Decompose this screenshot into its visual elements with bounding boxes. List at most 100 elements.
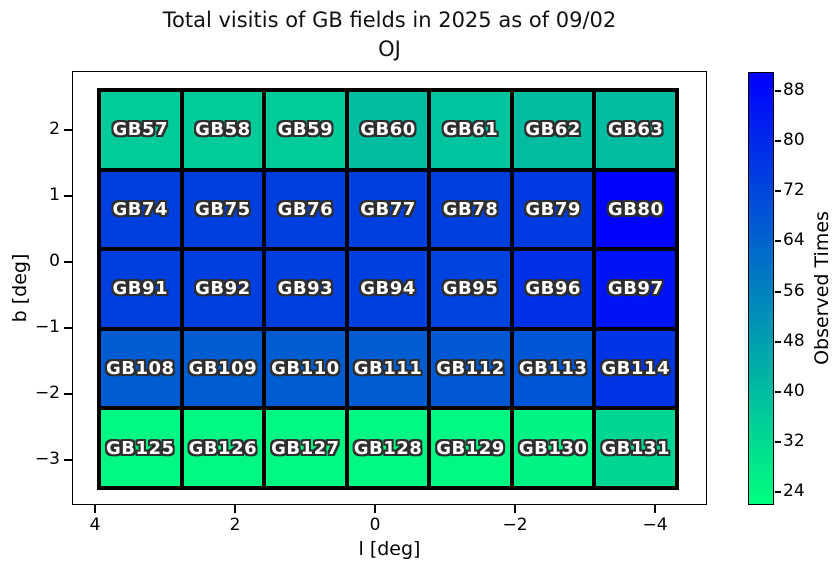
heatmap-cell-GB112: GB112 bbox=[429, 328, 512, 409]
colorbar-tick-label: 72 bbox=[783, 180, 805, 201]
heatmap-cell-label: GB74 bbox=[112, 198, 169, 220]
heatmap-cell-label: GB76 bbox=[277, 198, 334, 220]
colorbar-label: Observed Times bbox=[811, 211, 833, 365]
heatmap-cell-label: GB113 bbox=[518, 358, 588, 380]
x-tick-label: 2 bbox=[229, 515, 241, 535]
heatmap-cell-GB58: GB58 bbox=[181, 90, 265, 170]
colorbar-tick-mark bbox=[775, 391, 781, 394]
heatmap-cell-GB57: GB57 bbox=[99, 90, 182, 170]
colorbar-tick-mark bbox=[775, 140, 781, 143]
x-tick-label: −4 bbox=[642, 515, 668, 535]
chart-title-line1: Total visitis of GB fields in 2025 as of… bbox=[162, 8, 617, 32]
colorbar-tick-mark bbox=[775, 340, 781, 343]
y-tick-mark bbox=[64, 195, 72, 197]
heatmap-cell-GB63: GB63 bbox=[594, 90, 677, 170]
colorbar-tick-label: 24 bbox=[783, 481, 805, 502]
colorbar-tick-mark bbox=[775, 89, 781, 92]
heatmap-cell-label: GB129 bbox=[436, 437, 505, 459]
colorbar-tick-label: 64 bbox=[783, 230, 805, 251]
heatmap-cell-GB94: GB94 bbox=[346, 249, 430, 329]
heatmap-cell-label: GB93 bbox=[277, 278, 334, 300]
heatmap-cell-label: GB63 bbox=[607, 119, 664, 141]
heatmap-cell-label: GB95 bbox=[442, 278, 499, 300]
heatmap-cell-label: GB110 bbox=[271, 358, 340, 380]
heatmap-cell-GB95: GB95 bbox=[429, 249, 512, 329]
y-tick-mark bbox=[64, 459, 72, 461]
heatmap-cell-label: GB128 bbox=[353, 437, 423, 459]
heatmap-cell-label: GB75 bbox=[195, 198, 251, 220]
heatmap-cell-GB108: GB108 bbox=[99, 328, 182, 409]
heatmap-cell-GB91: GB91 bbox=[99, 249, 182, 329]
heatmap-cell-label: GB58 bbox=[195, 119, 251, 141]
x-axis-label: l [deg] bbox=[358, 538, 421, 560]
heatmap-cell-GB113: GB113 bbox=[511, 328, 595, 409]
heatmap-cell-label: GB78 bbox=[442, 198, 499, 220]
heatmap-cell-GB125: GB125 bbox=[99, 408, 182, 488]
colorbar-tick-mark bbox=[775, 290, 781, 293]
y-tick-mark bbox=[64, 261, 72, 263]
heatmap-cell-GB77: GB77 bbox=[346, 169, 430, 250]
chart-title: Total visitis of GB fields in 2025 as of… bbox=[72, 6, 707, 64]
heatmap-cell-label: GB92 bbox=[195, 278, 251, 300]
heatmap-cell-GB75: GB75 bbox=[181, 169, 265, 250]
heatmap-cell-label: GB109 bbox=[188, 358, 258, 380]
colorbar-tick-label: 88 bbox=[783, 79, 805, 100]
y-tick-label: −3 bbox=[34, 449, 60, 469]
heatmap-cell-GB93: GB93 bbox=[264, 249, 347, 329]
heatmap-cell-GB60: GB60 bbox=[346, 90, 430, 170]
y-tick-mark bbox=[64, 393, 72, 395]
heatmap-cell-label: GB108 bbox=[105, 358, 175, 380]
colorbar-tick-label: 56 bbox=[783, 280, 805, 301]
x-tick-mark bbox=[374, 505, 376, 513]
heatmap-cell-GB128: GB128 bbox=[346, 408, 430, 488]
colorbar-tick-mark bbox=[775, 491, 781, 494]
x-tick-mark bbox=[654, 505, 656, 513]
heatmap-cell-label: GB79 bbox=[525, 198, 581, 220]
heatmap-cell-label: GB57 bbox=[112, 119, 169, 141]
heatmap-cell-label: GB80 bbox=[607, 198, 664, 220]
x-tick-mark bbox=[514, 505, 516, 513]
colorbar-tick-label: 80 bbox=[783, 130, 805, 151]
heatmap-cell-GB97: GB97 bbox=[594, 249, 677, 329]
heatmap-cell-GB127: GB127 bbox=[264, 408, 347, 488]
x-tick-label: −2 bbox=[502, 515, 528, 535]
heatmap-cell-label: GB94 bbox=[360, 278, 416, 300]
heatmap-cell-label: GB131 bbox=[601, 437, 670, 459]
heatmap-cell-GB78: GB78 bbox=[429, 169, 512, 250]
y-tick-label: 1 bbox=[49, 185, 60, 205]
y-tick-label: −1 bbox=[34, 317, 60, 337]
heatmap-cell-GB92: GB92 bbox=[181, 249, 265, 329]
heatmap-cell-GB76: GB76 bbox=[264, 169, 347, 250]
y-tick-label: −2 bbox=[34, 383, 60, 403]
heatmap-cell-GB110: GB110 bbox=[264, 328, 347, 409]
colorbar bbox=[748, 72, 774, 505]
heatmap-cell-label: GB97 bbox=[607, 278, 664, 300]
colorbar-tick-mark bbox=[775, 190, 781, 193]
y-tick-label: 0 bbox=[49, 251, 60, 271]
colorbar-tick-label: 32 bbox=[783, 431, 805, 452]
colorbar-tick-label: 48 bbox=[783, 330, 805, 351]
x-tick-label: 0 bbox=[369, 515, 381, 535]
heatmap-cell-label: GB62 bbox=[525, 119, 581, 141]
heatmap-cell-GB74: GB74 bbox=[99, 169, 182, 250]
heatmap-cell-GB61: GB61 bbox=[429, 90, 512, 170]
heatmap-cell-GB96: GB96 bbox=[511, 249, 595, 329]
heatmap-cell-label: GB127 bbox=[271, 437, 340, 459]
heatmap-cell-GB79: GB79 bbox=[511, 169, 595, 250]
heatmap-cell-label: GB125 bbox=[105, 437, 175, 459]
heatmap-cell-label: GB61 bbox=[442, 119, 499, 141]
heatmap-cell-label: GB59 bbox=[277, 119, 334, 141]
y-axis-label: b [deg] bbox=[9, 253, 31, 323]
heatmap-cell-GB131: GB131 bbox=[594, 408, 677, 488]
heatmap-cell-GB109: GB109 bbox=[181, 328, 265, 409]
y-tick-mark bbox=[64, 327, 72, 329]
heatmap-cell-label: GB96 bbox=[525, 278, 581, 300]
heatmap-cell-GB62: GB62 bbox=[511, 90, 595, 170]
x-tick-mark bbox=[234, 505, 236, 513]
heatmap-cell-label: GB91 bbox=[112, 278, 169, 300]
heatmap-cell-label: GB112 bbox=[436, 358, 505, 380]
x-tick-mark bbox=[94, 505, 96, 513]
heatmap-cell-GB111: GB111 bbox=[346, 328, 430, 409]
heatmap-cell-GB80: GB80 bbox=[594, 169, 677, 250]
